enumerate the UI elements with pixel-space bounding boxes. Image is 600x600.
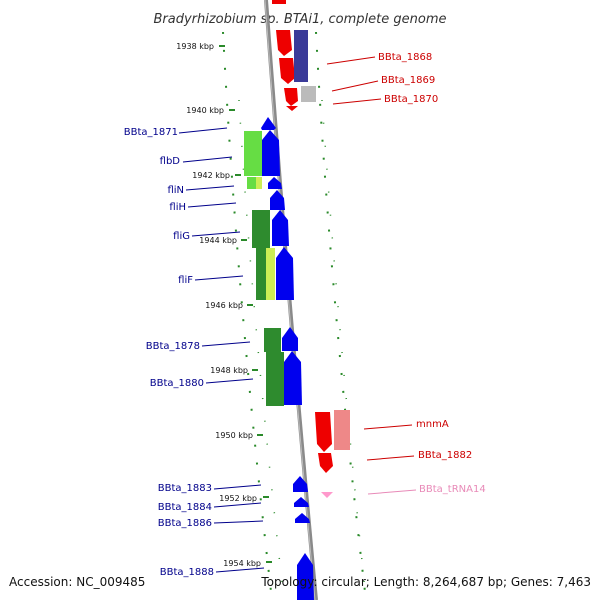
topology-text: Topology: circular; Length: 8,264,687 bp…	[260, 575, 591, 589]
gene-arrow-bbta-1880[interactable]	[284, 351, 302, 405]
label-flif[interactable]: fliF	[178, 275, 193, 286]
cog-block-flif-b	[266, 248, 275, 300]
gene-arrow-flig[interactable]	[272, 210, 289, 246]
map-title: Bradyrhizobium sp. BTAi1, complete genom…	[153, 12, 446, 27]
label-bbta-trna14[interactable]: BBta_tRNA14	[419, 484, 486, 495]
gene-arrow-bbta-1868[interactable]	[276, 30, 292, 56]
label-flin[interactable]: fliN	[167, 185, 184, 196]
reverse-strand-genes	[272, 0, 333, 473]
leader-bbta-1868	[326, 56, 376, 65]
leader-bbta-1880	[205, 378, 254, 384]
leader-bbta-1888	[215, 567, 265, 573]
outer-left-tick-track	[222, 31, 273, 600]
leader-flbd	[182, 156, 233, 163]
cog-block-flif	[256, 248, 266, 300]
cog-block-flbd	[244, 131, 262, 176]
scale-label-1954: 1954 kbp	[223, 559, 261, 568]
label-mnma[interactable]: mnmA	[416, 419, 449, 430]
label-flig[interactable]: fliG	[173, 231, 190, 242]
leader-flig	[191, 231, 241, 237]
outer-right-tick-track	[315, 31, 367, 600]
cog-block-flig	[252, 210, 270, 248]
label-bbta-1871[interactable]: BBta_1871	[124, 127, 178, 138]
label-flih[interactable]: fliH	[169, 202, 186, 213]
gene-arrow-small[interactable]	[286, 106, 298, 111]
gene-arrow-bbta-1882[interactable]	[318, 453, 333, 473]
scale-label-1952: 1952 kbp	[219, 494, 257, 503]
tick-tracks	[222, 31, 367, 600]
label-bbta-1882[interactable]: BBta_1882	[418, 450, 472, 461]
cog-block-bbta-1880	[266, 352, 284, 406]
leader-bbta-1884	[213, 502, 262, 508]
gene-arrow-flif[interactable]	[276, 247, 294, 300]
inner-right-tick-track	[321, 99, 367, 600]
gene-arrow-bbta-1870[interactable]	[284, 88, 298, 106]
gene-arrow-bbta-1871[interactable]	[261, 117, 276, 130]
cog-block-bbta-1878	[264, 328, 281, 352]
accession-text: Accession: NC_009485	[9, 575, 145, 589]
label-bbta-1884[interactable]: BBta_1884	[158, 502, 212, 513]
cog-block-bbta-1868	[294, 30, 308, 82]
label-bbta-1888[interactable]: BBta_1888	[160, 567, 214, 578]
label-bbta-1886[interactable]: BBta_1886	[158, 518, 212, 529]
gene-arrow-bbta-1888[interactable]	[297, 553, 314, 600]
leader-bbta-1886	[213, 520, 264, 524]
leader-bbta-1882	[366, 455, 415, 461]
label-bbta-1868[interactable]: BBta_1868	[378, 52, 432, 63]
scale-label-1946: 1946 kbp	[205, 301, 243, 310]
label-bbta-1870[interactable]: BBta_1870	[384, 94, 438, 105]
right-gene-labels: BBta_1868 BBta_1869 BBta_1870 mnmA BBta_…	[326, 52, 486, 495]
scale-label-1948: 1948 kbp	[210, 366, 248, 375]
leader-mnma	[363, 424, 413, 430]
cog-block-flin	[247, 177, 256, 189]
label-bbta-1878[interactable]: BBta_1878	[146, 341, 200, 352]
cog-blocks	[244, 30, 350, 450]
gene-arrow-flbd[interactable]	[262, 130, 280, 176]
label-bbta-1869[interactable]: BBta_1869	[381, 75, 435, 86]
cog-block-mnma	[334, 410, 350, 450]
scale-labels: 1938 kbp 1940 kbp 1942 kbp 1944 kbp 1946…	[176, 42, 272, 568]
gene-arrow-flih[interactable]	[270, 190, 285, 210]
cog-block-bbta-1870	[301, 86, 316, 102]
leader-bbta-1878	[201, 341, 251, 347]
forward-strand-genes	[261, 117, 314, 600]
gene-arrow-mnma[interactable]	[315, 412, 332, 452]
leader-flih	[187, 202, 237, 208]
trna-marker[interactable]	[321, 492, 333, 498]
label-bbta-1880[interactable]: BBta_1880	[150, 378, 204, 389]
label-bbta-1883[interactable]: BBta_1883	[158, 483, 212, 494]
gene-arrow-top[interactable]	[272, 0, 286, 4]
leader-bbta-1870	[332, 98, 382, 105]
gene-arrow-bbta-1886[interactable]	[295, 513, 310, 523]
scale-label-1944: 1944 kbp	[199, 236, 237, 245]
scale-label-1942: 1942 kbp	[192, 171, 230, 180]
scale-label-1940: 1940 kbp	[186, 106, 224, 115]
gene-arrow-bbta-1869[interactable]	[279, 58, 295, 84]
leader-bbta-1883	[213, 484, 262, 490]
leader-bbta-1869	[331, 80, 379, 92]
leader-bbta-trna14	[367, 489, 417, 495]
cog-block-flin-b	[256, 177, 262, 189]
left-gene-labels: BBta_1871 flbD fliN fliH fliG fliF BBta_…	[124, 127, 265, 578]
leader-bbta-1871	[178, 127, 228, 134]
scale-label-1938: 1938 kbp	[176, 42, 214, 51]
gene-arrow-flin[interactable]	[268, 177, 282, 189]
scale-label-1950: 1950 kbp	[215, 431, 253, 440]
leader-flin	[185, 185, 235, 191]
gene-arrow-bbta-1878[interactable]	[282, 327, 298, 351]
gene-arrow-bbta-1884[interactable]	[294, 497, 309, 507]
label-flbd[interactable]: flbD	[160, 156, 181, 167]
leader-flif	[194, 275, 244, 281]
gene-arrow-bbta-1883[interactable]	[293, 476, 308, 492]
